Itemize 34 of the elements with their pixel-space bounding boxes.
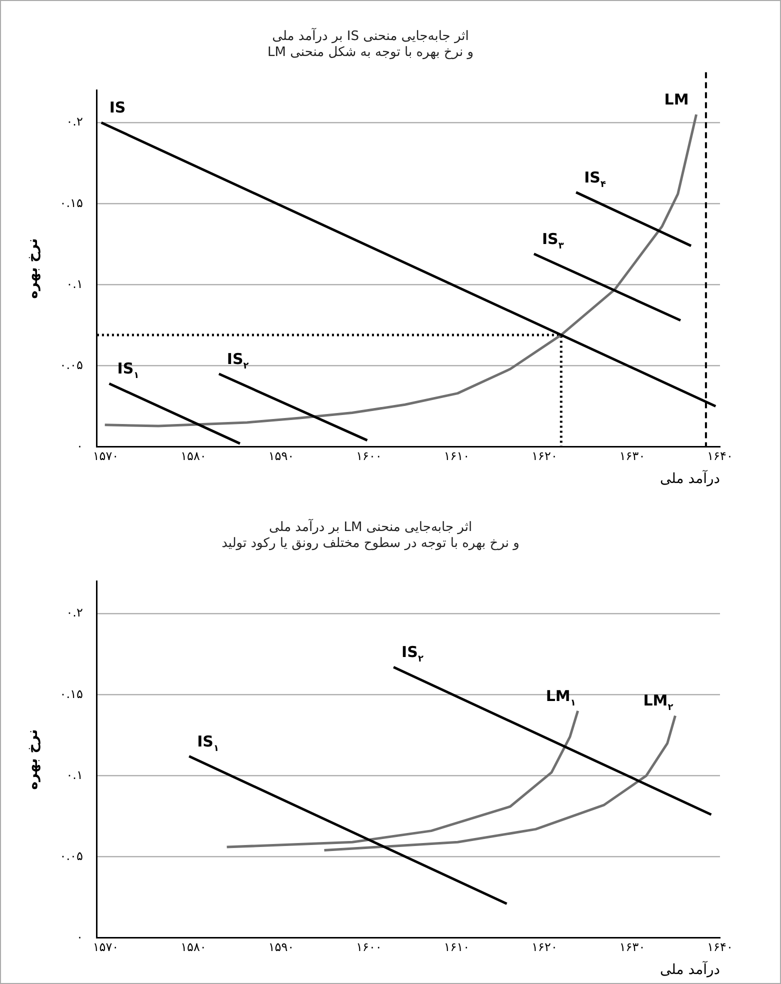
x-tick-label: ۱۵۹۰ [268, 940, 294, 954]
y-tick-label: ۰.۰۵ [60, 848, 83, 863]
y-tick-label: ۰.۱۵ [60, 196, 83, 210]
x-tick-label: ۱۶۱۰ [444, 449, 470, 464]
series-label: LM [664, 90, 689, 109]
x-tick-label: ۱۶۰۰ [356, 449, 382, 464]
chart-title: اثر جابه‌جایی منحنی LM بر درآمد ملی و نرخ بهره با توجه در سطوح مختلف رونق یا رکود تولید [222, 518, 520, 551]
x-tick-label: ۱۶۴۰ [707, 940, 733, 954]
y-axis-title: نرخ بهره [25, 238, 42, 299]
x-axis-title: درآمد ملی [660, 960, 720, 978]
x-tick-label: ۱۶۳۰ [619, 940, 646, 954]
x-tick-label: ۱۵۸۰ [180, 940, 206, 954]
y-tick-label: ۰ [76, 930, 83, 944]
y-tick-label: ۰ [76, 438, 83, 453]
y-tick-label: ۰.۱۵ [60, 686, 83, 701]
x-tick-label: ۱۶۲۰ [532, 449, 558, 464]
y-tick-label: ۰.۲ [66, 606, 83, 620]
x-tick-label: ۱۶۲۰ [532, 940, 558, 954]
series-label: IS [109, 98, 126, 117]
x-tick-label: ۱۶۳۰ [619, 449, 646, 464]
x-tick-label: ۱۵۹۰ [268, 449, 294, 464]
y-tick-label: ۰.۲ [66, 114, 83, 129]
x-tick-label: ۱۶۴۰ [707, 449, 733, 464]
x-tick-label: ۱۵۸۰ [180, 449, 206, 464]
y-tick-label: ۰.۱ [66, 768, 83, 782]
chart-title: اثر جابه‌جایی منحنی IS بر درآمد ملی و نرخ بهره با توجه به شکل منحنی LM [267, 27, 474, 60]
x-axis-title: درآمد ملی [660, 469, 720, 488]
y-tick-label: ۰.۱ [66, 276, 83, 291]
y-axis-title: نرخ بهره [25, 729, 42, 790]
y-tick-label: ۰.۰۵ [60, 358, 83, 372]
x-tick-label: ۱۶۰۰ [356, 940, 382, 954]
x-tick-label: ۱۵۷۰ [92, 940, 119, 954]
x-tick-label: ۱۶۱۰ [444, 940, 470, 954]
x-tick-label: ۱۵۷۰ [92, 449, 119, 464]
